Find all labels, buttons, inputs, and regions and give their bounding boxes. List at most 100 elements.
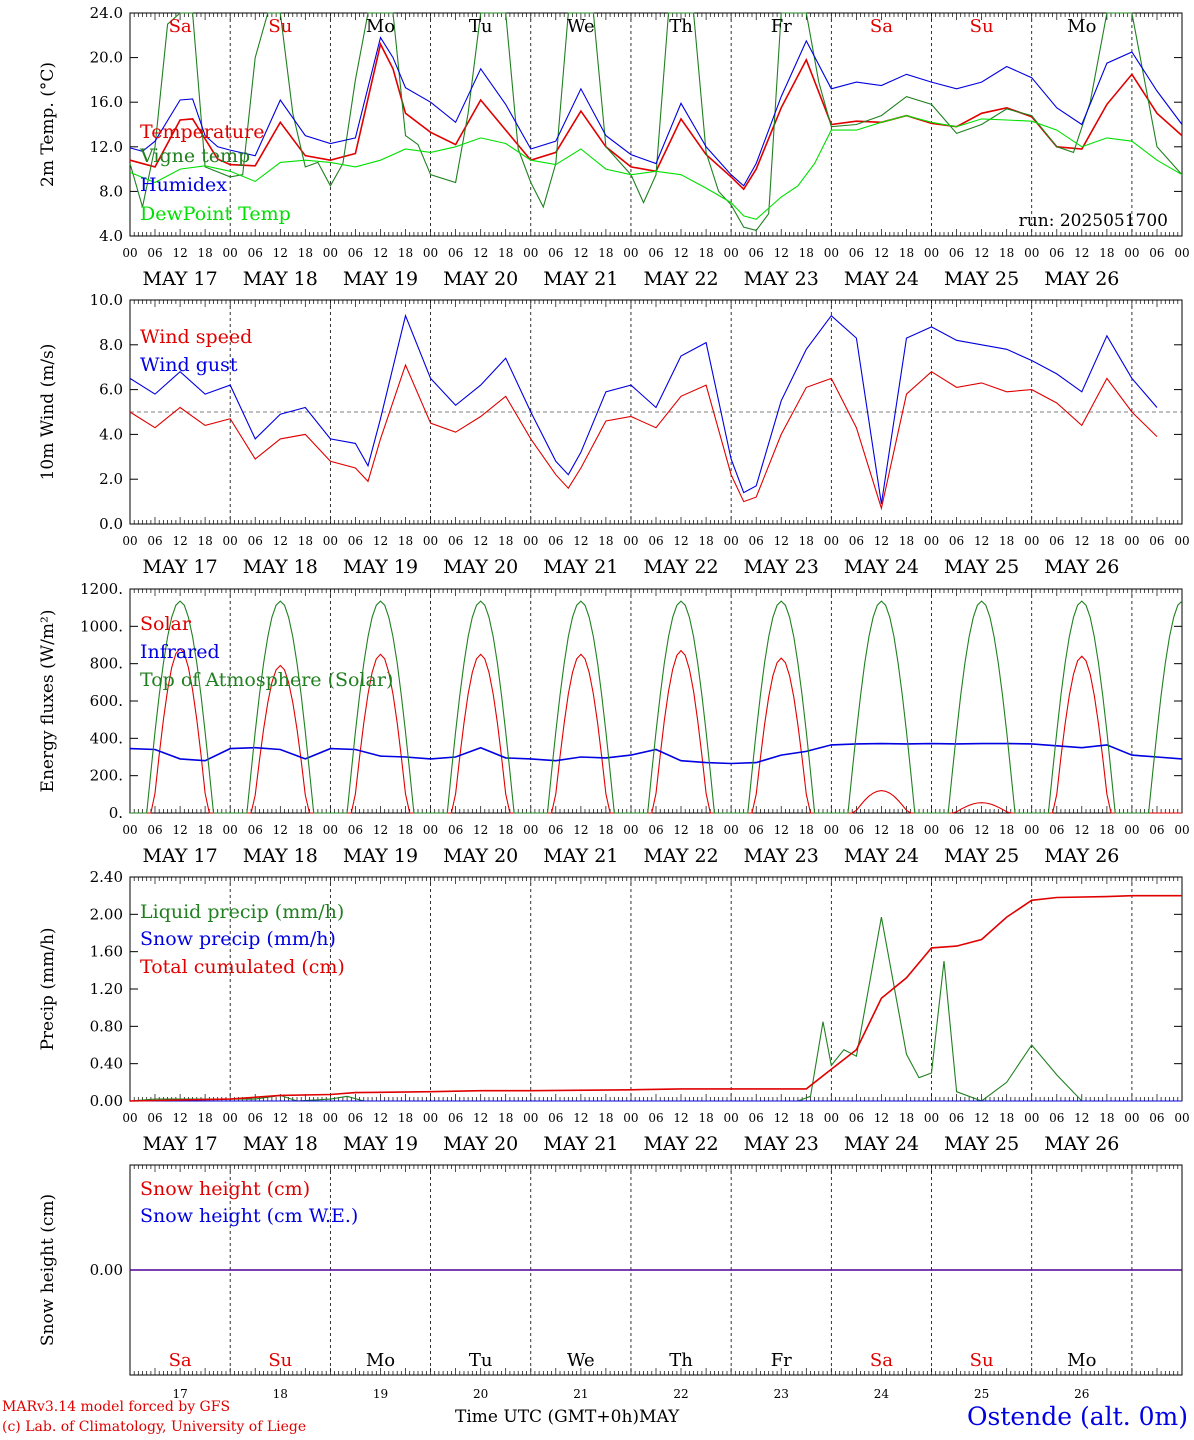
hour-tick-label: 00 [824,534,839,548]
series-line-total-cumulated-cm- [129,894,1182,1102]
legend-entry: Snow height (cm) [140,1178,310,1200]
hour-tick-label: 18 [198,1111,213,1125]
hour-tick-label: 18 [999,534,1014,548]
date-label: MAY 21 [543,845,618,867]
date-label: MAY 19 [343,556,418,578]
hour-tick-label: 18 [498,534,513,548]
hour-tick-label: 06 [348,1111,363,1125]
series-line-wind-speed [129,363,1158,511]
hour-tick-label: 18 [398,1111,413,1125]
day-number-label: 22 [673,1387,688,1401]
hour-tick-label: 12 [1074,823,1089,837]
hour-tick-label: 12 [974,1111,989,1125]
hour-tick-label: 06 [147,823,162,837]
hour-tick-label: 18 [398,534,413,548]
hour-tick-label: 12 [273,1111,288,1125]
hour-tick-label: 18 [899,1111,914,1125]
hour-tick-label: 06 [248,823,263,837]
hour-tick-label: 12 [373,246,388,260]
legend-entry: Top of Atmosphere (Solar) [140,669,393,691]
hour-tick-label: 18 [799,823,814,837]
day-number-label: 17 [172,1387,187,1401]
date-label: MAY 25 [944,556,1019,578]
date-label: MAY 17 [143,556,218,578]
y-tick-label: 1200. [80,580,123,598]
y-tick-label: 400. [90,729,123,747]
date-label: MAY 25 [944,268,1019,290]
y-tick-label: 2.40 [90,868,123,886]
day-number-label: 24 [874,1387,890,1401]
date-label: MAY 26 [1044,268,1119,290]
date-label: MAY 19 [343,845,418,867]
month-label: MAY [639,1407,680,1427]
y-tick-label: 2.00 [90,905,123,923]
hour-tick-label: 00 [724,1111,739,1125]
date-label: MAY 25 [944,1133,1019,1155]
hour-tick-label: 00 [1124,1111,1139,1125]
hour-tick-label: 06 [648,823,663,837]
date-label: MAY 23 [744,268,819,290]
hour-tick-label: 18 [598,823,613,837]
date-label: MAY 23 [744,556,819,578]
weekday-label: Mo [366,1350,395,1371]
hour-tick-label: 00 [523,534,538,548]
hour-tick-label: 18 [198,823,213,837]
run-label: run: 2025051700 [1019,211,1168,231]
hour-tick-label: 00 [1174,534,1189,548]
y-tick-label: 0.40 [90,1055,123,1073]
hour-tick-label: 00 [323,1111,338,1125]
hour-tick-label: 06 [749,1111,764,1125]
y-tick-label: 2.0 [99,470,123,488]
hour-tick-label: 18 [899,534,914,548]
hour-ticks [129,589,1183,813]
hour-tick-label: 18 [799,246,814,260]
hour-tick-label: 06 [248,534,263,548]
hour-tick-label: 18 [498,1111,513,1125]
weekday-label: Su [970,16,994,37]
time-axis-label: Time UTC (GMT+0h) [455,1407,640,1427]
date-label: MAY 23 [744,845,819,867]
hour-tick-label: 06 [248,246,263,260]
hour-tick-label: 06 [648,1111,663,1125]
legend-entry: Liquid precip (mm/h) [140,901,344,923]
y-tick-label: 4.0 [99,425,123,443]
y-tick-label: 0.80 [90,1017,123,1035]
station-name: Ostende (alt. 0m) [967,1402,1188,1431]
date-label: MAY 24 [844,268,919,290]
weekday-label: Fr [771,16,792,37]
hour-tick-label: 00 [1024,534,1039,548]
hour-tick-label: 18 [298,823,313,837]
series-line-wind-gust [129,313,1158,504]
hour-tick-label: 18 [899,823,914,837]
hour-tick-label: 06 [348,534,363,548]
date-label: MAY 19 [343,1133,418,1155]
legend-entry: Wind gust [140,354,238,376]
weekday-label: Fr [771,1350,792,1371]
y-tick-label: 0. [109,804,123,822]
hour-tick-label: 00 [724,534,739,548]
legend-entry: Infrared [140,641,220,663]
date-label: MAY 25 [944,845,1019,867]
hour-tick-label: 00 [1024,246,1039,260]
hour-tick-label: 18 [198,534,213,548]
weekday-label: Mo [1067,1350,1096,1371]
hour-tick-label: 06 [548,823,563,837]
hour-tick-label: 12 [273,823,288,837]
hour-tick-label: 06 [1049,823,1064,837]
hour-tick-label: 18 [498,823,513,837]
hour-ticks [129,1165,1183,1375]
hour-tick-label: 06 [648,246,663,260]
hour-tick-label: 12 [673,246,688,260]
hour-tick-label: 00 [1174,246,1189,260]
model-credit: MARv3.14 model forced by GFS [2,1399,231,1415]
y-axis-title: Snow height (cm) [38,1194,58,1346]
hour-tick-label: 06 [448,1111,463,1125]
series-line-temperature [129,41,1183,191]
date-label: MAY 20 [443,845,518,867]
hour-tick-label: 06 [749,823,764,837]
hour-tick-label: 00 [924,1111,939,1125]
weekday-label: Su [268,16,292,37]
hour-tick-label: 18 [1099,823,1114,837]
hour-tick-label: 06 [147,246,162,260]
